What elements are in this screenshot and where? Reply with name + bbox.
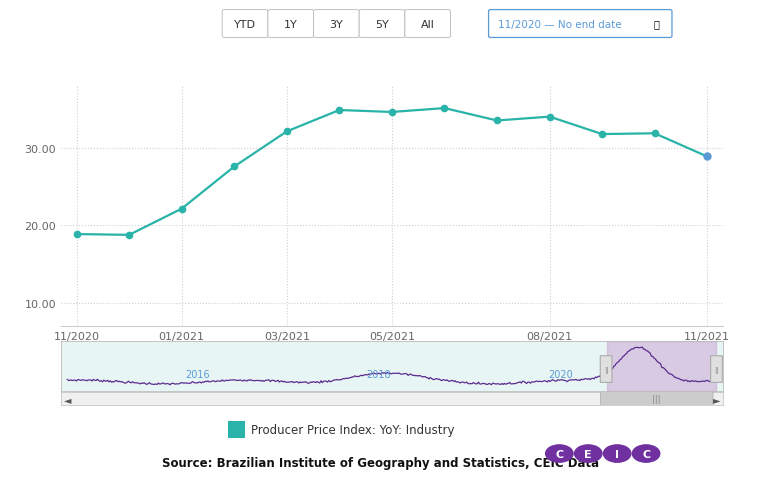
Text: 1Y: 1Y: [284, 20, 298, 29]
Text: All: All: [421, 20, 435, 29]
Text: 2020: 2020: [549, 370, 573, 380]
Text: 11/2020 — No end date: 11/2020 — No end date: [498, 20, 622, 29]
Text: C: C: [556, 449, 563, 458]
Text: C: C: [642, 449, 650, 458]
Text: Producer Price Index: YoY: Industry: Producer Price Index: YoY: Industry: [251, 423, 454, 436]
Text: ||: ||: [603, 366, 609, 373]
Text: 5Y: 5Y: [375, 20, 389, 29]
Text: 3Y: 3Y: [330, 20, 343, 29]
Text: Source: Brazilian Institute of Geography and Statistics, CEIC Data: Source: Brazilian Institute of Geography…: [162, 456, 599, 469]
Text: E: E: [584, 449, 592, 458]
Text: |||: |||: [652, 395, 661, 403]
Text: ||: ||: [714, 366, 719, 373]
Text: 📅: 📅: [653, 20, 659, 29]
Text: ◄: ◄: [64, 394, 72, 404]
FancyBboxPatch shape: [711, 356, 722, 383]
Text: 2018: 2018: [367, 370, 391, 380]
Text: YTD: YTD: [234, 20, 256, 29]
Text: I: I: [615, 449, 619, 458]
Text: ►: ►: [712, 394, 720, 404]
Text: 2016: 2016: [185, 370, 209, 380]
FancyBboxPatch shape: [600, 356, 612, 383]
FancyBboxPatch shape: [600, 387, 713, 411]
